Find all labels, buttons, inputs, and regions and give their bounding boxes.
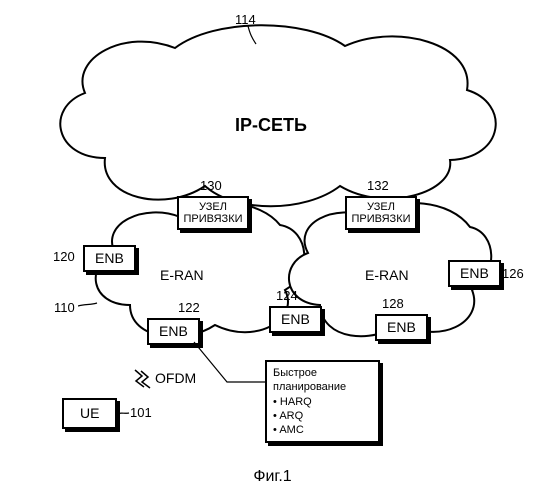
anchor-node-130: УЗЕЛ ПРИВЯЗКИ [177, 196, 249, 230]
ref-114: 114 [235, 12, 256, 27]
detail-item-2: • AMC [273, 423, 372, 437]
ue-node: UE [62, 398, 117, 429]
enb-node-126: ENB [448, 260, 501, 287]
leader-110 [78, 300, 98, 314]
ref-130: 130 [200, 178, 222, 193]
detail-item-1: • ARQ [273, 409, 372, 423]
anchor-132-l2: ПРИВЯЗКИ [351, 213, 410, 225]
anchor-130-l2: ПРИВЯЗКИ [183, 213, 242, 225]
ref-122: 122 [178, 300, 200, 315]
ofdm-label: OFDM [155, 370, 196, 386]
detail-line2: планирование [273, 380, 372, 394]
leader-114 [244, 26, 258, 46]
enb-node-128: ENB [375, 314, 428, 341]
ref-120: 120 [53, 249, 75, 264]
ip-cloud-label: IP-СЕТЬ [235, 115, 307, 136]
ref-132: 132 [367, 178, 389, 193]
detail-item-0: • HARQ [273, 395, 372, 409]
ref-110: 110 [54, 300, 75, 315]
ref-124: 124 [276, 288, 298, 303]
anchor-130-l1: УЗЕЛ [199, 201, 227, 213]
anchor-node-132: УЗЕЛ ПРИВЯЗКИ [345, 196, 417, 230]
ref-101: 101 [130, 405, 152, 420]
leader-101 [116, 410, 130, 418]
anchor-132-l1: УЗЕЛ [367, 201, 395, 213]
ref-126: 126 [502, 266, 524, 281]
detail-title: Быстрое [273, 366, 372, 380]
callout-leader [192, 340, 272, 390]
detail-box: Быстрое планирование • HARQ • ARQ • AMC [265, 360, 380, 443]
ref-128: 128 [382, 296, 404, 311]
eran-left-label: E-RAN [160, 267, 204, 283]
enb-node-120: ENB [83, 245, 136, 272]
ofdm-zigzag-icon [132, 368, 154, 390]
eran-right-label: E-RAN [365, 267, 409, 283]
enb-node-124: ENB [269, 306, 322, 333]
figure-caption: Фиг.1 [0, 468, 545, 486]
